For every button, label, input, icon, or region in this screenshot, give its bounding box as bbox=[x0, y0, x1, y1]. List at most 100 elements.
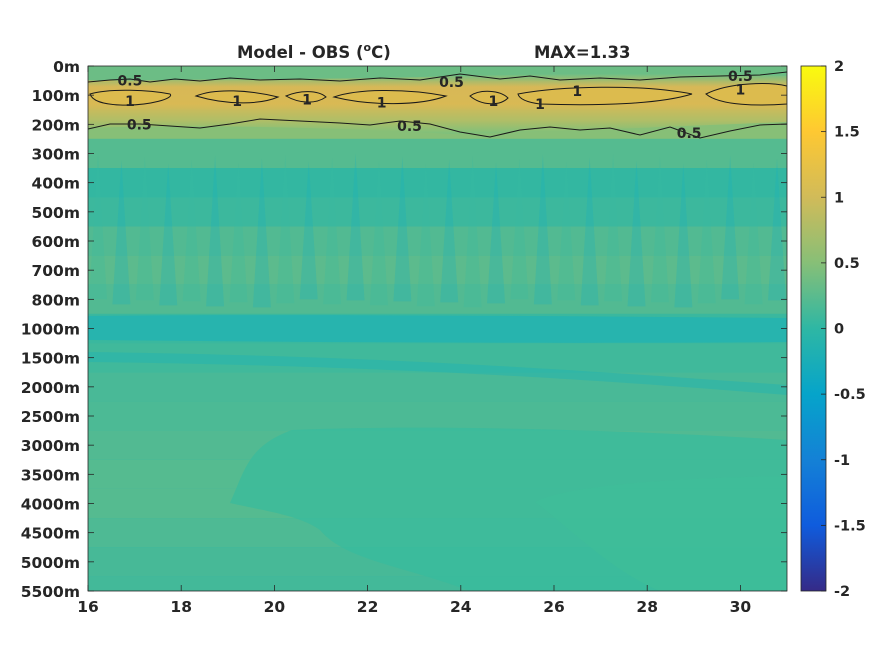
x-tick-label: 28 bbox=[636, 598, 658, 616]
contour-1-island bbox=[517, 86, 693, 106]
colorbar-tick-label: -2 bbox=[834, 584, 850, 600]
mid-depth-band-1000m bbox=[88, 315, 787, 343]
contour-0.5-upper bbox=[88, 71, 787, 83]
spike-texture bbox=[416, 163, 435, 307]
max-annotation: MAX=1.33 bbox=[534, 43, 630, 62]
y-tick-label: 200m bbox=[31, 116, 80, 134]
depth-band-500m bbox=[88, 197, 787, 227]
x-tick-label: 18 bbox=[170, 598, 192, 616]
depth-band-700m bbox=[88, 255, 787, 285]
spike-texture bbox=[487, 162, 506, 304]
contour-0.5-lower bbox=[88, 118, 787, 139]
spike-texture bbox=[276, 154, 295, 304]
contour-1-islands bbox=[89, 83, 787, 106]
colorbar-tick-label: 1 bbox=[834, 190, 844, 206]
depth-band-400m bbox=[88, 168, 787, 198]
surface-warm-layer bbox=[88, 73, 787, 134]
x-tick-label: 24 bbox=[450, 598, 472, 616]
x-tick-label: 16 bbox=[77, 598, 99, 616]
contour-label: 0.5 bbox=[677, 126, 702, 142]
contour-label: 0.5 bbox=[118, 74, 143, 90]
spike-texture bbox=[229, 162, 248, 303]
y-tick-label: 4500m bbox=[21, 525, 80, 543]
y-tick-label: 500m bbox=[31, 204, 80, 222]
x-axis: 16 18 20 22 24 26 28 30 bbox=[77, 66, 751, 616]
x-tick-label: 30 bbox=[730, 598, 752, 616]
contour-1-island bbox=[332, 90, 448, 105]
contour-1-island bbox=[705, 83, 787, 106]
y-tick-label: 1000m bbox=[21, 321, 80, 339]
y-tick-label: 5000m bbox=[21, 554, 80, 572]
spike-texture bbox=[89, 153, 107, 300]
y-tick-label: 400m bbox=[31, 175, 80, 193]
spike-texture bbox=[557, 161, 576, 301]
colorbar-tick-label: -1.5 bbox=[834, 518, 866, 534]
y-tick-label: 1500m bbox=[21, 350, 80, 368]
spike-texture bbox=[135, 156, 154, 301]
spike-texture bbox=[299, 161, 318, 300]
y-tick-label: 2500m bbox=[21, 408, 80, 426]
deep-lobe-lower bbox=[535, 476, 787, 591]
contour-label: 1 bbox=[535, 97, 545, 113]
y-tick-label: 100m bbox=[31, 87, 80, 105]
y-tick-label: 3500m bbox=[21, 466, 80, 484]
spike-texture bbox=[440, 159, 459, 303]
colorbar-tick-label: 1.5 bbox=[834, 125, 860, 141]
chart-title: Model - OBS (oC) bbox=[237, 41, 391, 62]
colorbar-tick-label: -0.5 bbox=[834, 387, 866, 403]
y-tick-label: 3000m bbox=[21, 437, 80, 455]
spike-texture bbox=[650, 156, 669, 303]
spike-texture bbox=[510, 158, 529, 300]
mid-depth-band-2000m bbox=[88, 352, 787, 395]
heatmap-plot-area: 0.5 0.5 0.51 1 1 1 1 11 10.5 0.5 0.5 bbox=[88, 66, 787, 591]
vertical-spike-texture bbox=[89, 153, 786, 308]
depth-band-2500m bbox=[88, 401, 787, 431]
x-tick-label: 22 bbox=[357, 598, 379, 616]
contour-label: 0.5 bbox=[397, 119, 422, 135]
spike-texture bbox=[159, 163, 178, 306]
y-tick-label: 2000m bbox=[21, 379, 80, 397]
y-tick-label: 4000m bbox=[21, 496, 80, 514]
spike-texture bbox=[393, 156, 412, 302]
spike-texture bbox=[206, 155, 225, 307]
contour-label: 0.5 bbox=[439, 75, 464, 91]
spike-texture bbox=[463, 155, 482, 308]
spike-texture bbox=[604, 153, 623, 302]
contour-1-island bbox=[194, 90, 280, 104]
spike-texture bbox=[112, 160, 131, 305]
y-tick-label: 600m bbox=[31, 233, 80, 251]
contour-label: 0.5 bbox=[127, 117, 152, 133]
depth-band-300m bbox=[88, 138, 787, 169]
depth-band-2000m bbox=[88, 372, 787, 402]
depth-band-800m bbox=[88, 284, 787, 314]
spike-texture bbox=[182, 159, 201, 302]
spike-texture bbox=[346, 153, 365, 301]
colorbar-axis: 2 1.5 1 0.5 0 -0.5 -1 -1.5 -2 bbox=[821, 59, 866, 600]
depth-band-1500m bbox=[88, 343, 787, 373]
y-tick-label: 300m bbox=[31, 146, 80, 164]
contour-label: 1 bbox=[489, 94, 499, 110]
colorbar-tick-label: 2 bbox=[834, 59, 844, 75]
depth-band-600m bbox=[88, 226, 787, 256]
contour-1-island bbox=[469, 90, 509, 105]
y-tick-label: 800m bbox=[31, 291, 80, 309]
contour-label: 1 bbox=[232, 94, 242, 110]
spike-texture bbox=[744, 162, 763, 305]
spike-texture bbox=[697, 159, 716, 304]
y-tick-label: 5500m bbox=[21, 583, 80, 601]
contour-1-island bbox=[284, 91, 327, 103]
colorbar-tick-label: -1 bbox=[834, 453, 850, 469]
spike-texture bbox=[674, 163, 693, 308]
depth-band-1000m bbox=[88, 313, 787, 344]
x-tick-label: 26 bbox=[543, 598, 565, 616]
contour-1-island bbox=[89, 89, 172, 106]
colorbar-tick-label: 0.5 bbox=[834, 256, 860, 272]
contour-label: 1 bbox=[377, 95, 387, 111]
spike-texture bbox=[533, 154, 552, 305]
spike-texture bbox=[252, 158, 271, 308]
contour-label: 1 bbox=[302, 93, 312, 109]
contour-labels: 0.5 0.5 0.51 1 1 1 1 11 10.5 0.5 0.5 bbox=[118, 69, 753, 142]
contour-label: 1 bbox=[736, 82, 746, 98]
y-axis: 0m 100m 200m 300m 400m 500m 600m 700m 800m 1000m 1… bbox=[21, 58, 787, 601]
